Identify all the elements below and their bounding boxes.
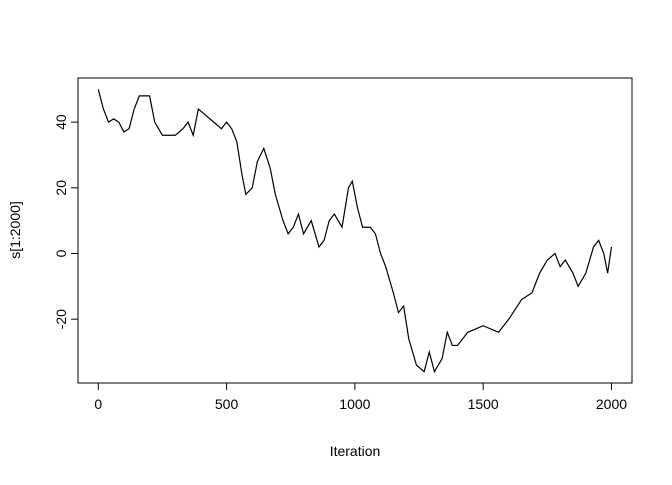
y-axis-label: s[1:2000] [7,201,23,259]
x-tick-label: 500 [215,396,239,412]
y-tick-label: 20 [53,180,69,196]
series-line [97,89,613,374]
y-tick-label: -20 [53,309,69,329]
x-axis-label: Iteration [330,443,381,459]
y-tick-label: 0 [53,249,69,257]
y-tick-label: 40 [53,114,69,130]
x-tick-label: 2000 [596,396,627,412]
x-tick-label: 1500 [468,396,499,412]
plot-box [77,77,633,384]
x-tick-label: 1000 [339,396,370,412]
x-tick-label: 0 [94,396,102,412]
